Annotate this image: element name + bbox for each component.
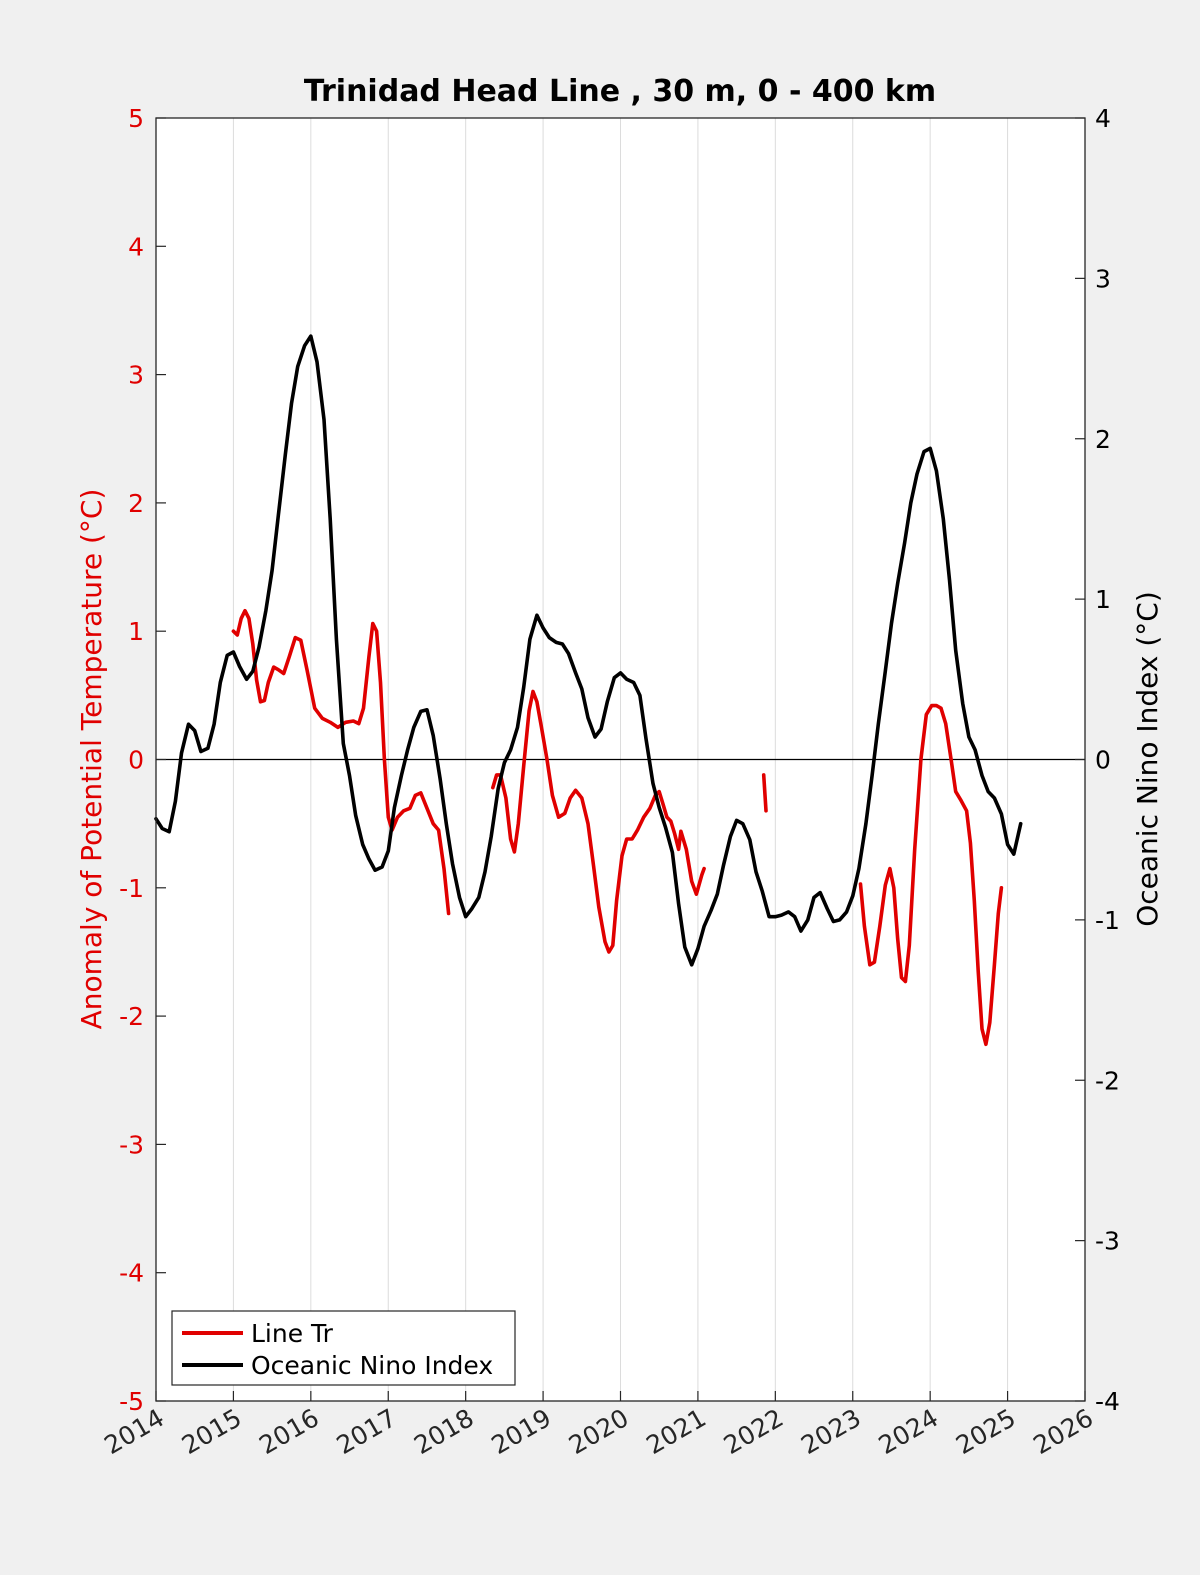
right-y-tick-label-3: -3 bbox=[1095, 1227, 1120, 1256]
legend: Line Tr Oceanic Nino Index bbox=[171, 1310, 516, 1386]
right-y-tick-label-0: 0 bbox=[1095, 746, 1111, 775]
left-y-tick-label-4: 4 bbox=[128, 232, 144, 261]
series-line-tr-line-segment-2 bbox=[491, 689, 706, 954]
left-y-tick-label-5: -5 bbox=[119, 1387, 144, 1416]
left-y-tick-label-0: 0 bbox=[128, 746, 144, 775]
series-layer bbox=[154, 334, 1023, 1047]
right-y-tick-label-1: 1 bbox=[1095, 585, 1111, 614]
left-y-tick-label-1: 1 bbox=[128, 617, 144, 646]
left-y-tick-label-2: -2 bbox=[119, 1002, 144, 1031]
right-y-axis: 4 3 2 1 0 -1 -2 -3 -4 bbox=[1075, 104, 1120, 1416]
right-y-tick-label-3: 3 bbox=[1095, 264, 1111, 293]
left-y-axis-label: Anomaly of Potential Temperature (°C) bbox=[75, 489, 108, 1030]
left-y-tick-label-3: 3 bbox=[128, 361, 144, 390]
right-y-tick-label-4: -4 bbox=[1095, 1387, 1120, 1416]
legend-label-oceanic-nino-index: Oceanic Nino Index bbox=[251, 1351, 493, 1380]
left-y-tick-label-3: -3 bbox=[119, 1130, 144, 1159]
right-y-tick-label-2: 2 bbox=[1095, 425, 1111, 454]
right-y-tick-label-2: -2 bbox=[1095, 1066, 1120, 1095]
left-y-tick-label-5: 5 bbox=[128, 104, 144, 133]
legend-box bbox=[171, 1310, 516, 1386]
right-y-tick-label-1: -1 bbox=[1095, 906, 1120, 935]
series-line-tr-line-segment-3 bbox=[761, 773, 768, 813]
left-y-axis: 5 4 3 2 1 0 -1 -2 -3 -4 -5 bbox=[119, 104, 166, 1416]
right-y-tick-label-4: 4 bbox=[1095, 104, 1111, 133]
legend-label-line-tr: Line Tr bbox=[251, 1319, 334, 1348]
left-y-tick-label-2: 2 bbox=[128, 489, 144, 518]
left-y-tick-label-4: -4 bbox=[119, 1259, 144, 1288]
chart-title: Trinidad Head Line , 30 m, 0 - 400 km bbox=[304, 74, 936, 109]
series-line-tr-line-segment-4 bbox=[858, 703, 1004, 1047]
right-y-axis-label: Oceanic Nino Index (°C) bbox=[1131, 591, 1164, 927]
series-oceanic-nino-index-line-segment-1 bbox=[154, 334, 1023, 967]
left-y-tick-label-1: -1 bbox=[119, 874, 144, 903]
